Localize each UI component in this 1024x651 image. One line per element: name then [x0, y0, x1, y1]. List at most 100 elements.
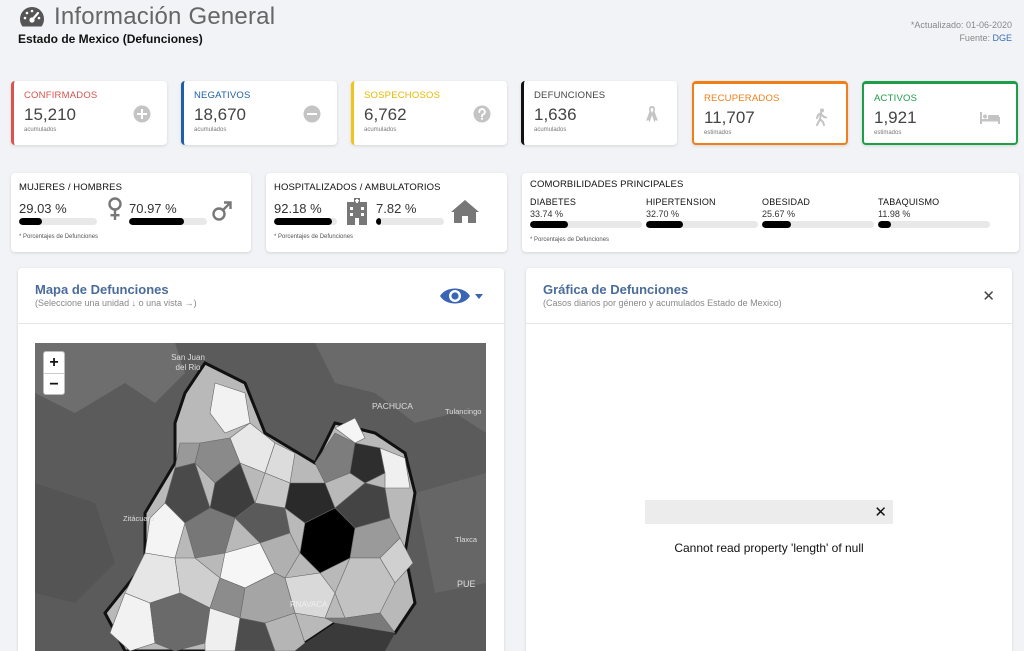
male-percent: 70.97 % [129, 201, 177, 216]
kpi-recuperados: RECUPERADOS 11,707 estimados [692, 81, 848, 145]
dashboard-gauge-icon [19, 7, 45, 27]
kpi-label: DEFUNCIONES [534, 90, 606, 101]
hospitalized-bar [274, 218, 337, 225]
kpi-label: ACTIVOS [874, 93, 918, 104]
kpi-value: 15,210 [24, 105, 76, 124]
hospital-building-icon [347, 198, 367, 225]
comorbidity-percent: 33.74 % [530, 209, 564, 219]
kpi-caption: acumulados [364, 127, 397, 133]
kpi-defunciones: DEFUNCIONES 1,636 acumulados [521, 81, 677, 145]
map-place-label: PUE [457, 579, 476, 589]
comorbidity-name: TABAQUISMO [878, 197, 940, 207]
gender-label: MUJERES / HOMBRES [19, 182, 123, 193]
chart-panel-title: Gráfica de Defunciones [543, 282, 689, 297]
ribbon-icon [646, 106, 658, 123]
comorbidity-obesidad: OBESIDAD 25.67 % [762, 197, 874, 228]
chart-panel-header: Gráfica de Defunciones (Casos diarios po… [526, 268, 1012, 324]
zoom-out-button[interactable]: − [44, 373, 64, 394]
map-panel-title: Mapa de Defunciones [35, 282, 169, 297]
home-icon [451, 200, 479, 223]
kpi-caption: acumulados [24, 127, 57, 133]
page-header: Información General [18, 3, 275, 31]
female-icon [108, 197, 122, 220]
comorbidities-label: COMORBILIDADES PRINCIPALES [530, 179, 684, 190]
comorbidity-percent: 32.70 % [646, 209, 680, 219]
ambulatory-bar-fill [376, 218, 382, 225]
map-place-label: Tlaxca [455, 535, 478, 544]
comorbidity-bar-fill [646, 221, 683, 228]
map-panel-subtitle: (Seleccione una unidad ↓ o una vista →) [35, 298, 197, 308]
hospitalized-percent: 92.18 % [274, 201, 322, 216]
kpi-caption: estimados [874, 130, 902, 136]
comorbidity-name: DIABETES [530, 197, 577, 207]
map-panel-header: Mapa de Defunciones (Seleccione una unid… [18, 268, 504, 324]
female-bar [19, 218, 97, 225]
comorbidity-hipertension: HIPERTENSION 32.70 % [646, 197, 758, 228]
kpi-value: 1,636 [534, 105, 577, 124]
zoom-control: + − [43, 351, 65, 395]
comorbidity-bar-fill [878, 221, 892, 228]
bed-icon [980, 112, 1000, 124]
map-place-label: San Juan del Rio [171, 353, 205, 372]
source-link[interactable]: DGE [992, 33, 1012, 43]
view-toggle-button[interactable] [439, 285, 485, 307]
comorbidities-card: COMORBILIDADES PRINCIPALES DIABETES 33.7… [522, 173, 1019, 252]
map-place-label: PACHUCA [372, 401, 413, 411]
comorbidity-diabetes: DIABETES 33.74 % [530, 197, 642, 228]
gender-card: MUJERES / HOMBRES 29.03 % 70.97 % * Porc… [11, 173, 251, 252]
comorbidity-name: HIPERTENSION [646, 197, 716, 207]
minus-circle-icon [303, 105, 321, 123]
deaths-map[interactable]: + − [35, 343, 486, 651]
hospital-card: HOSPITALIZADOS / AMBULATORIOS 92.18 % 7.… [266, 173, 507, 252]
kpi-value: 11,707 [704, 108, 755, 127]
comorbidity-percent: 11.98 % [878, 209, 911, 219]
kpi-sospechosos: SOSPECHOSOS 6,762 acumulados [351, 81, 507, 145]
page-subtitle: Estado de Mexico (Defunciones) [18, 32, 203, 46]
map-place-label: Tulancingo [445, 407, 482, 416]
comorbidity-name: OBESIDAD [762, 197, 811, 207]
kpi-caption: acumulados [534, 127, 567, 133]
female-percent: 29.03 % [19, 201, 67, 216]
plus-circle-icon [133, 105, 151, 123]
kpi-label: NEGATIVOS [194, 90, 251, 101]
source-label: Fuente: [959, 33, 990, 43]
kpi-activos: ACTIVOS 1,921 estimados [862, 81, 1018, 145]
page-title: Información General [54, 3, 276, 30]
kpi-label: SOSPECHOSOS [364, 90, 441, 101]
kpi-label: RECUPERADOS [704, 93, 780, 104]
close-panel-button[interactable]: ✕ [982, 288, 995, 305]
comorbidity-tabaquismo: TABAQUISMO 11.98 % [878, 197, 990, 228]
hospital-label: HOSPITALIZADOS / AMBULATORIOS [274, 182, 441, 193]
gender-note: * Porcentajes de Defunciones [19, 234, 99, 240]
comorbidity-bar [646, 221, 758, 228]
update-info: *Actualizado: 01-06-2020 Fuente: DGE [911, 19, 1012, 45]
kpi-value: 1,921 [874, 108, 917, 127]
zoom-in-button[interactable]: + [49, 354, 59, 371]
dismiss-error-button[interactable]: ✕ [874, 504, 887, 521]
comorbidity-bar [530, 221, 642, 228]
municipality-map [35, 343, 486, 651]
female-bar-fill [19, 218, 42, 225]
kpi-caption: estimados [704, 130, 732, 136]
map-place-label: Zitácuaro [123, 514, 155, 523]
male-icon [212, 201, 232, 221]
hospitalized-bar-fill [274, 218, 333, 225]
comorbidity-bar [762, 221, 874, 228]
eye-icon [440, 288, 470, 304]
question-circle-icon [473, 105, 491, 123]
error-message: Cannot read property 'length' of null [674, 541, 864, 555]
kpi-value: 6,762 [364, 105, 407, 124]
comorbidities-note: * Porcentajes de Defunciones [530, 237, 610, 243]
comorbidity-bar-fill [530, 221, 568, 228]
updated-date: *Actualizado: 01-06-2020 [910, 20, 1012, 30]
map-place-label: RNAVACA [290, 600, 328, 609]
map-panel: Mapa de Defunciones (Seleccione una unid… [18, 268, 504, 651]
male-bar-fill [129, 218, 185, 225]
comorbidity-percent: 25.67 % [762, 209, 796, 219]
kpi-confirmados: CONFIRMADOS 15,210 acumulados [11, 81, 167, 145]
chart-panel-subtitle: (Casos diarios por género y acumulados E… [543, 298, 782, 308]
comorbidity-bar [878, 221, 990, 228]
chart-panel: Gráfica de Defunciones (Casos diarios po… [526, 268, 1012, 651]
kpi-value: 18,670 [194, 105, 246, 124]
caret-down-icon [475, 294, 483, 299]
